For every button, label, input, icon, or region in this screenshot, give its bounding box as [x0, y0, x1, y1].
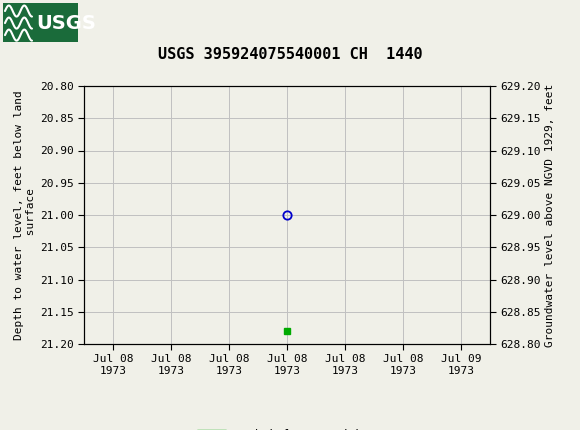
FancyBboxPatch shape [3, 3, 78, 42]
Legend: Period of approved data: Period of approved data [192, 424, 382, 430]
Y-axis label: Depth to water level, feet below land
 surface: Depth to water level, feet below land su… [14, 90, 36, 340]
Text: USGS 395924075540001 CH  1440: USGS 395924075540001 CH 1440 [158, 47, 422, 62]
Text: USGS: USGS [36, 14, 96, 33]
Y-axis label: Groundwater level above NGVD 1929, feet: Groundwater level above NGVD 1929, feet [545, 83, 555, 347]
